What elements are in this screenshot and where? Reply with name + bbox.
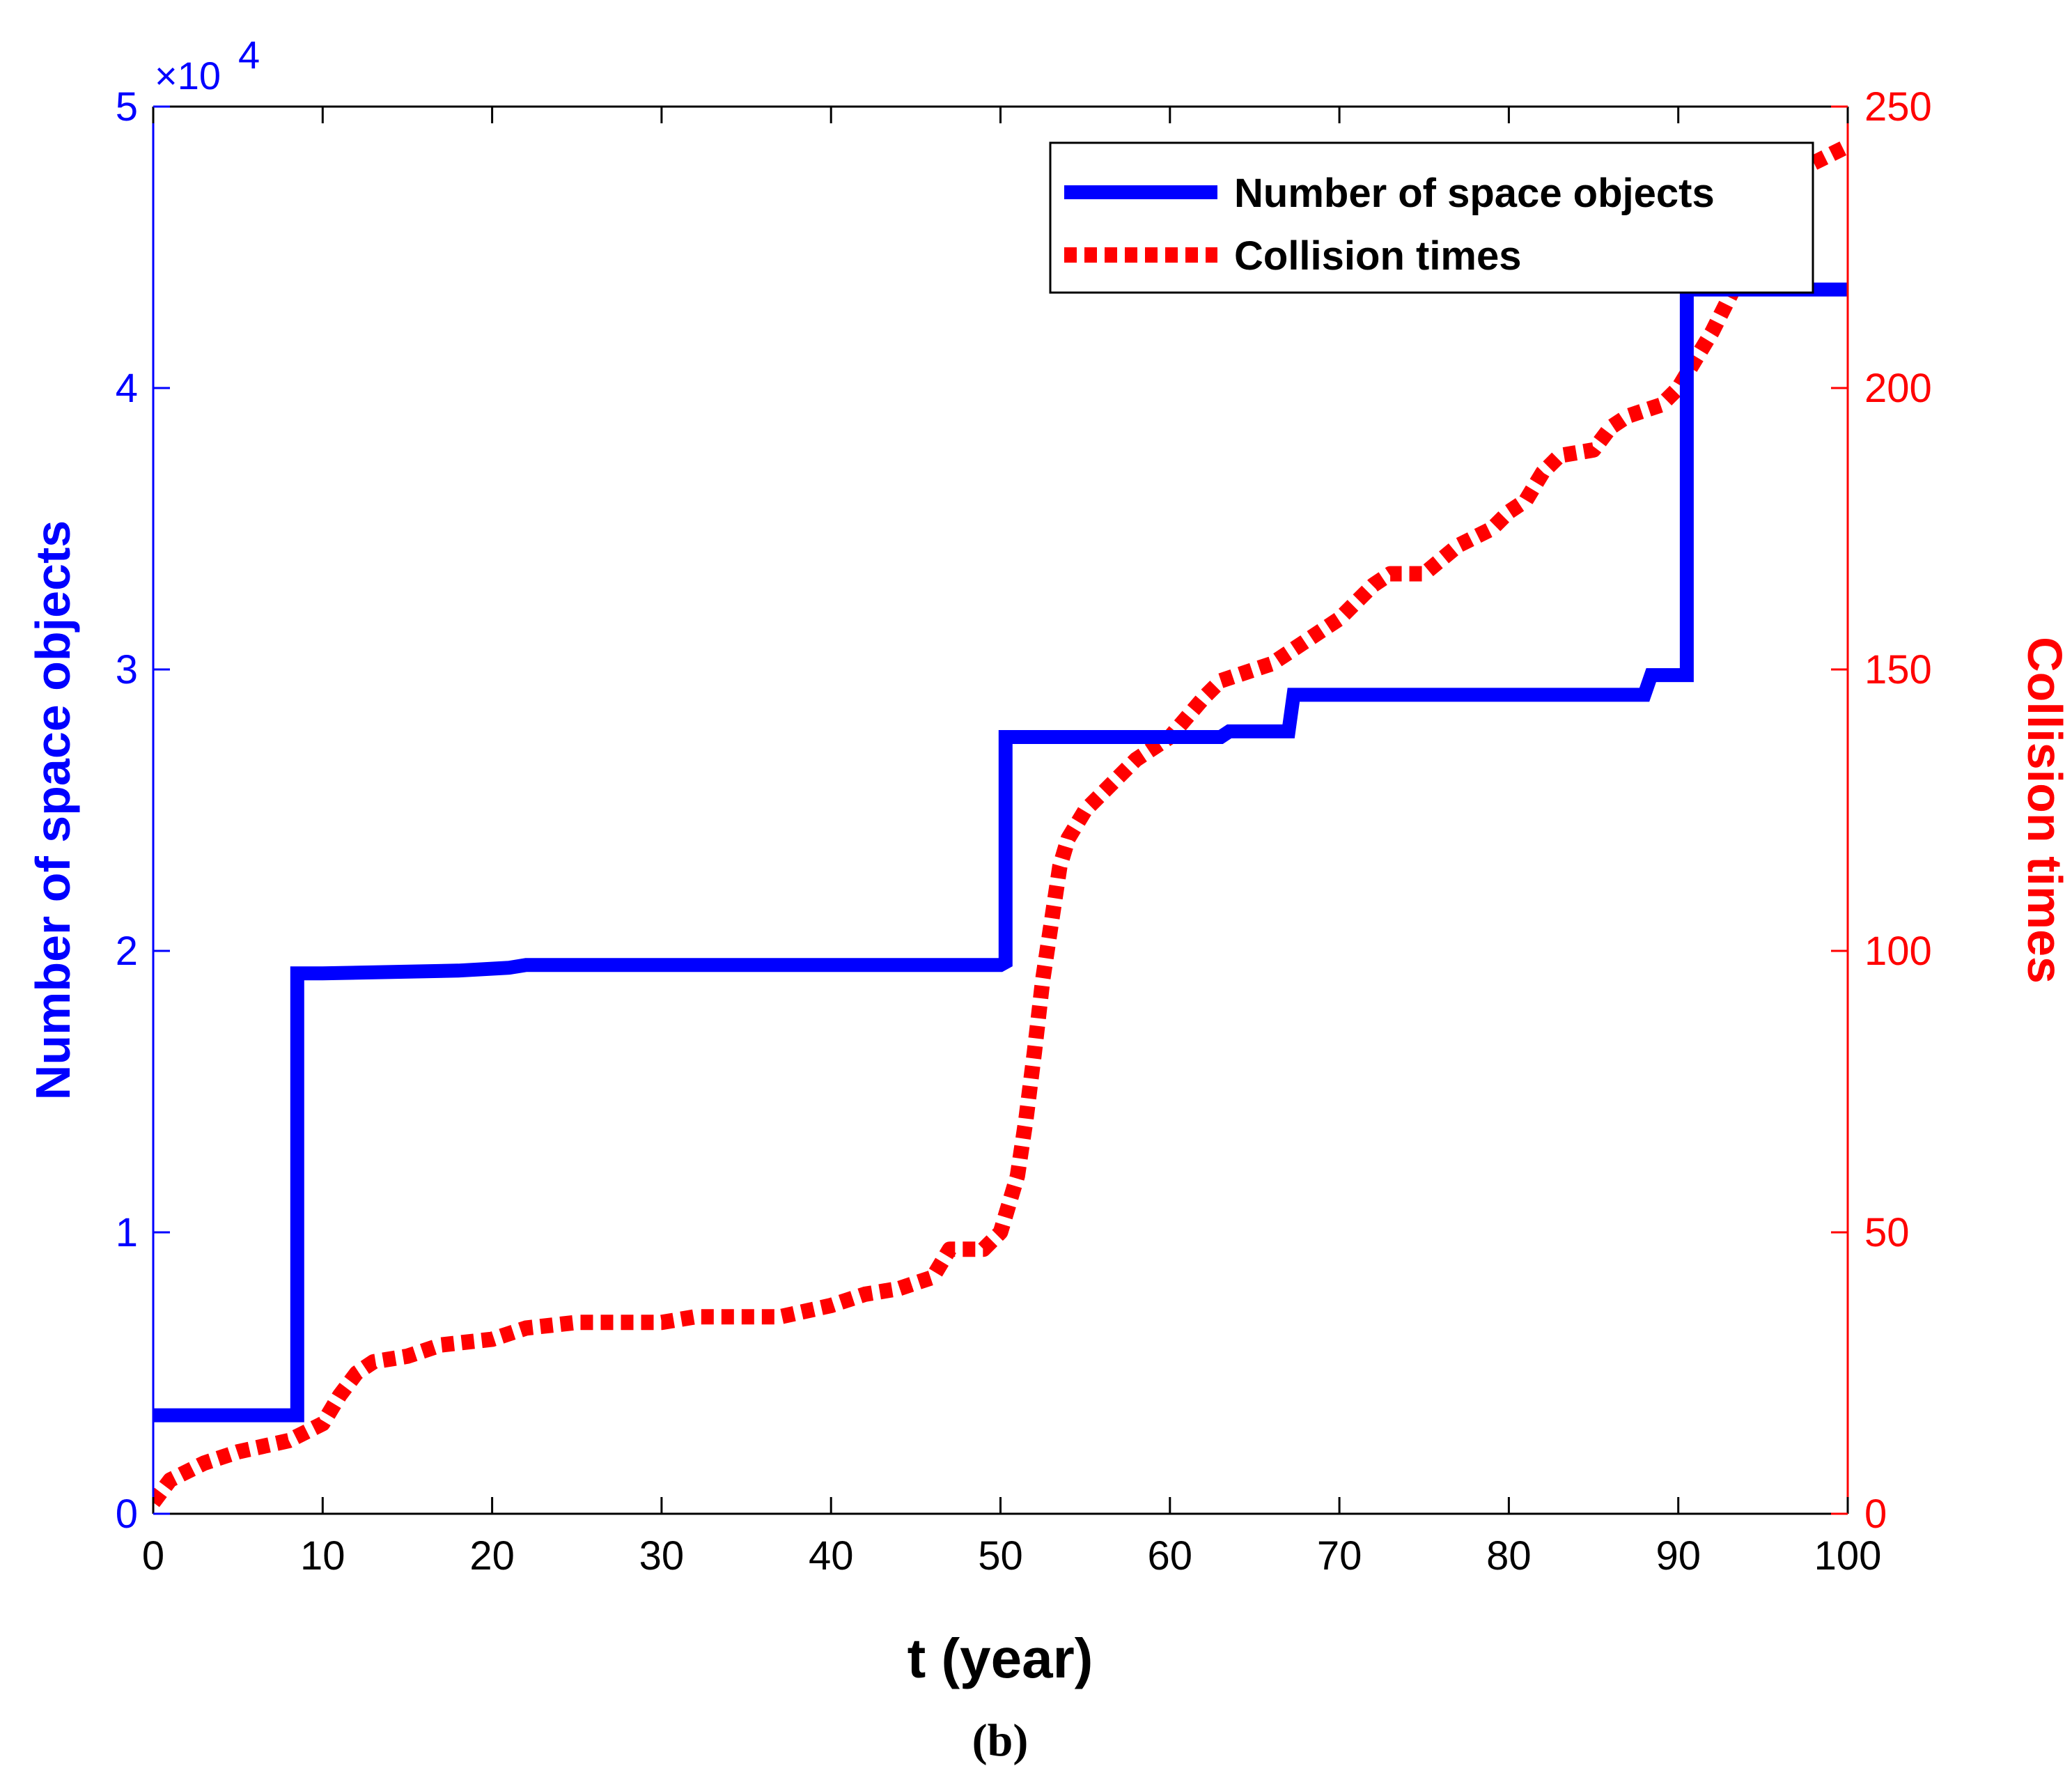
y-right-tick-label: 250 xyxy=(1864,84,1932,130)
y-right-tick-label: 100 xyxy=(1864,929,1932,974)
series-collision-times xyxy=(153,139,1848,1507)
y-left-tick-label: 2 xyxy=(116,929,138,974)
x-tick-label: 30 xyxy=(639,1533,685,1579)
y-right-tick-label: 0 xyxy=(1864,1491,1887,1537)
x-tick-label: 50 xyxy=(978,1533,1023,1579)
y-right-tick-label: 200 xyxy=(1864,366,1932,411)
x-tick-label: 20 xyxy=(469,1533,515,1579)
ticks: 0 10 20 30 40 50 60 70 80 90 100012345050100150200… xyxy=(116,84,1932,1579)
y-left-tick-label: 0 xyxy=(116,1491,138,1537)
x-tick-label: 90 xyxy=(1656,1533,1701,1579)
y-left-label: Number of space objects xyxy=(26,520,80,1100)
x-tick-label: 100 xyxy=(1814,1533,1882,1579)
x-tick-label: 60 xyxy=(1148,1533,1193,1579)
figure-caption: (b) xyxy=(972,1715,1029,1766)
x-axis-label: t (year) xyxy=(908,1627,1093,1689)
x-tick-label: 0 xyxy=(142,1533,164,1579)
y-right-label: Collision times xyxy=(2018,637,2072,984)
y-left-tick-label: 4 xyxy=(116,366,138,411)
y-left-exponent: 4 xyxy=(238,33,260,77)
x-tick-label: 80 xyxy=(1486,1533,1532,1579)
y-left-tick-label: 3 xyxy=(116,647,138,692)
legend-label-collision: Collision times xyxy=(1234,233,1522,279)
x-tick-label: 40 xyxy=(809,1533,854,1579)
x-tick-label: 70 xyxy=(1317,1533,1362,1579)
x-tick-label: 10 xyxy=(300,1533,345,1579)
series-number-of-space-objects xyxy=(153,282,1848,1423)
legend-label-objects: Number of space objects xyxy=(1234,171,1715,216)
legend-box xyxy=(1049,141,1814,294)
y-left-multiplier: ×10 xyxy=(155,54,221,98)
y-right-tick-label: 50 xyxy=(1864,1210,1910,1255)
y-left-tick-label: 1 xyxy=(116,1210,138,1255)
y-right-tick-label: 150 xyxy=(1864,647,1932,692)
series-layer xyxy=(153,139,1848,1507)
legend: Number of space objects Collision times xyxy=(1049,141,1814,294)
y-left-tick-label: 5 xyxy=(116,84,138,130)
